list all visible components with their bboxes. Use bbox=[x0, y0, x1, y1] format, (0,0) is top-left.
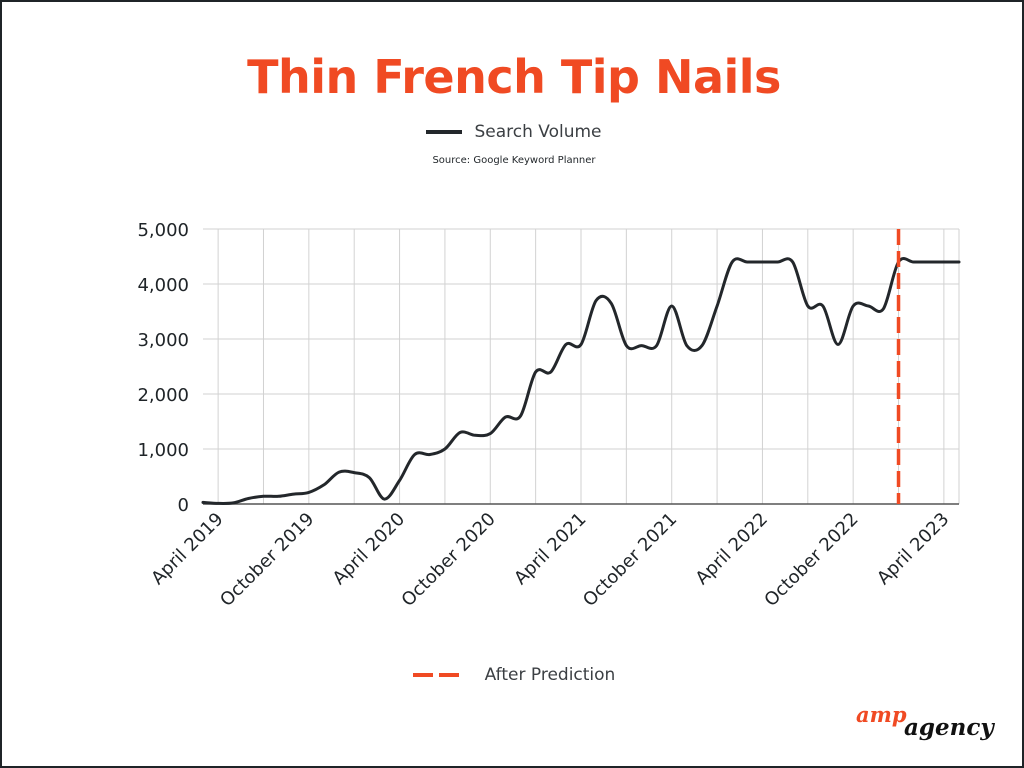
y-tick-label: 1,000 bbox=[137, 440, 189, 461]
legend-solid-line-swatch bbox=[426, 130, 463, 134]
x-tick-label: October 2019 bbox=[216, 509, 318, 611]
series-layer bbox=[201, 257, 961, 505]
amp-agency-logo: amp agency bbox=[854, 702, 1004, 750]
logo-amp-text: amp bbox=[856, 702, 907, 727]
x-tick-label: October 2020 bbox=[398, 509, 500, 611]
y-tick-label: 2,000 bbox=[137, 385, 189, 406]
x-tick-label: April 2022 bbox=[692, 509, 772, 589]
x-tick-label: April 2019 bbox=[147, 509, 227, 589]
x-tick-label: April 2023 bbox=[873, 509, 953, 589]
legend-series-label: Search Volume bbox=[474, 122, 602, 142]
chart-source: Source: Google Keyword Planner bbox=[432, 155, 596, 166]
series-line-search-volume bbox=[201, 257, 961, 505]
legend-dashed-line-swatch bbox=[412, 673, 459, 677]
x-tick-label: October 2021 bbox=[579, 509, 681, 611]
y-tick-label: 3,000 bbox=[137, 330, 189, 351]
x-tick-label: April 2021 bbox=[510, 509, 590, 589]
chart-title: Thin French Tip Nails bbox=[247, 50, 781, 104]
y-tick-label: 0 bbox=[178, 495, 189, 516]
x-tick-label: October 2022 bbox=[760, 509, 862, 611]
x-tick-label: April 2020 bbox=[329, 509, 409, 589]
y-tick-label: 4,000 bbox=[137, 275, 189, 296]
legend-after-prediction: After Prediction bbox=[2, 665, 1024, 685]
grid-layer bbox=[203, 228, 960, 504]
legend-search-volume: Search Volume bbox=[2, 122, 1024, 142]
y-tick-label: 5,000 bbox=[137, 220, 189, 241]
legend-prediction-label: After Prediction bbox=[484, 665, 616, 685]
logo-agency-text: agency bbox=[904, 714, 994, 741]
